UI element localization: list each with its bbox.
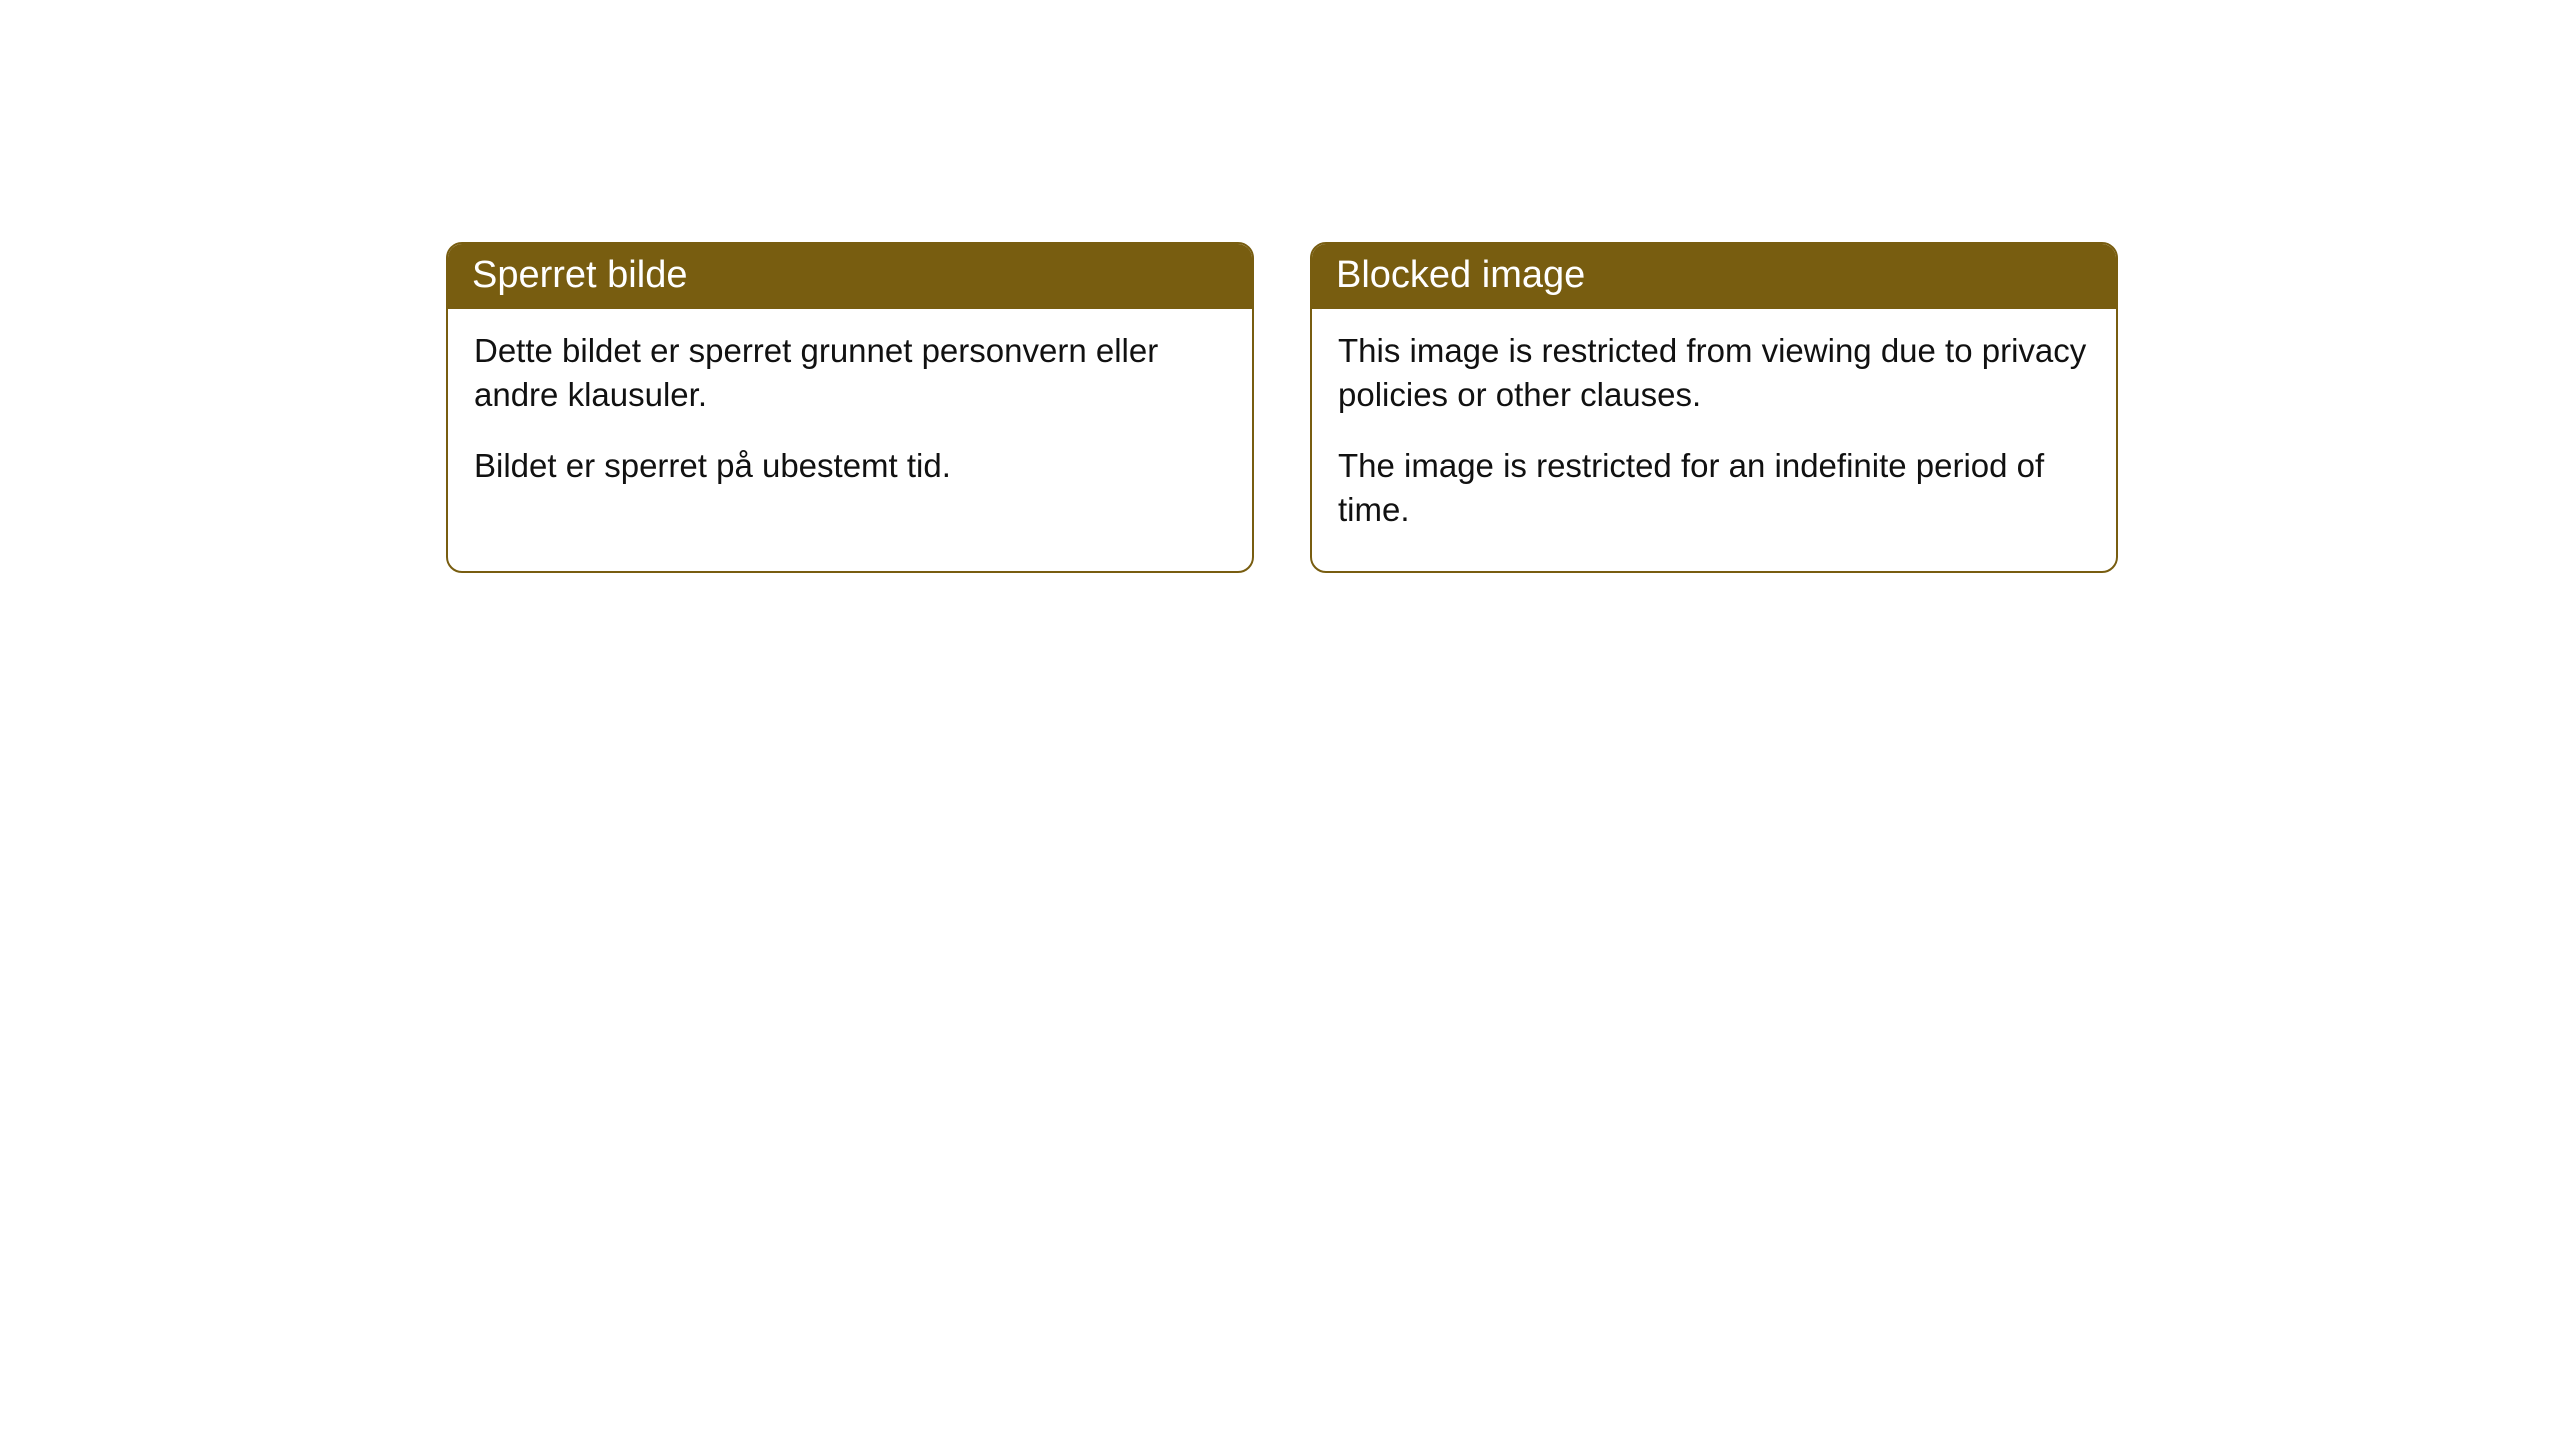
- card-title: Sperret bilde: [472, 254, 687, 296]
- card-paragraph: Dette bildet er sperret grunnet personve…: [474, 329, 1228, 416]
- card-header: Blocked image: [1312, 244, 2116, 309]
- notice-card-norwegian: Sperret bilde Dette bildet er sperret gr…: [446, 242, 1254, 573]
- card-title: Blocked image: [1336, 254, 1585, 296]
- card-body: This image is restricted from viewing du…: [1312, 309, 2116, 571]
- card-paragraph: The image is restricted for an indefinit…: [1338, 444, 2092, 531]
- notice-card-english: Blocked image This image is restricted f…: [1310, 242, 2118, 573]
- card-paragraph: Bildet er sperret på ubestemt tid.: [474, 444, 1228, 488]
- card-paragraph: This image is restricted from viewing du…: [1338, 329, 2092, 416]
- card-body: Dette bildet er sperret grunnet personve…: [448, 309, 1252, 528]
- card-header: Sperret bilde: [448, 244, 1252, 309]
- notice-cards-container: Sperret bilde Dette bildet er sperret gr…: [446, 242, 2118, 573]
